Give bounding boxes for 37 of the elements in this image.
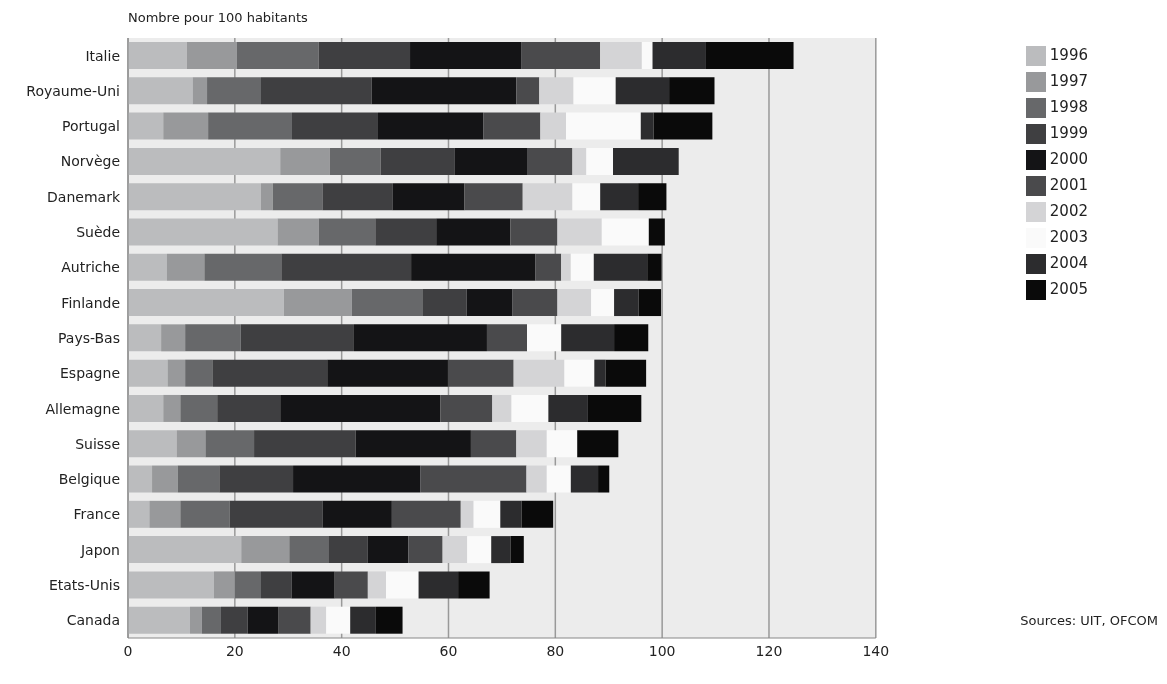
- y-tick-label: Autriche: [61, 259, 120, 276]
- y-tick-label: Danemark: [47, 188, 121, 205]
- x-axis-title: Nombre pour 100 habitants: [128, 10, 308, 25]
- y-tick-label: France: [73, 506, 120, 523]
- legend-label: 1998: [1049, 98, 1088, 116]
- legend-label: 2000: [1049, 150, 1088, 168]
- y-tick-label: Pays-Bas: [57, 329, 120, 346]
- y-tick-label: Suède: [76, 224, 120, 241]
- y-tick-label: Norvège: [60, 153, 120, 170]
- x-tick-label: 120: [755, 642, 783, 659]
- y-tick-label: Japon: [79, 541, 120, 558]
- x-tick-label: 60: [439, 642, 458, 659]
- y-tick-label: Royaume-Uni: [26, 82, 120, 99]
- legend-label: 1997: [1049, 72, 1088, 90]
- y-tick-label: Suisse: [75, 435, 120, 452]
- legend-label: 2001: [1049, 176, 1088, 194]
- y-tick-label: Etats-Unis: [48, 577, 120, 594]
- y-tick-label: Canada: [66, 612, 120, 629]
- x-tick-label: 80: [546, 642, 565, 659]
- legend-label: 1999: [1049, 124, 1088, 142]
- legend-label: 1996: [1049, 46, 1088, 64]
- y-tick-label: Portugal: [62, 118, 120, 135]
- y-tick-label: Finlande: [61, 294, 120, 311]
- source-note: Sources: UIT, OFCOM: [1020, 613, 1158, 628]
- x-tick-label: 100: [648, 642, 676, 659]
- text: 2003: [1049, 228, 1088, 246]
- x-tick-label: 40: [332, 642, 351, 659]
- y-tick-label: Allemagne: [45, 400, 120, 417]
- y-tick-label: Belgique: [58, 471, 120, 488]
- y-tick-label: Espagne: [60, 365, 120, 382]
- legend-label: 2004: [1049, 254, 1088, 272]
- legend-label: 2005: [1049, 280, 1088, 298]
- x-tick-label: 140: [862, 642, 890, 659]
- legend-label: 2002: [1049, 202, 1088, 220]
- x-tick-label: 20: [225, 642, 244, 659]
- x-tick-label: 0: [123, 642, 133, 659]
- y-tick-label: Italie: [85, 47, 120, 64]
